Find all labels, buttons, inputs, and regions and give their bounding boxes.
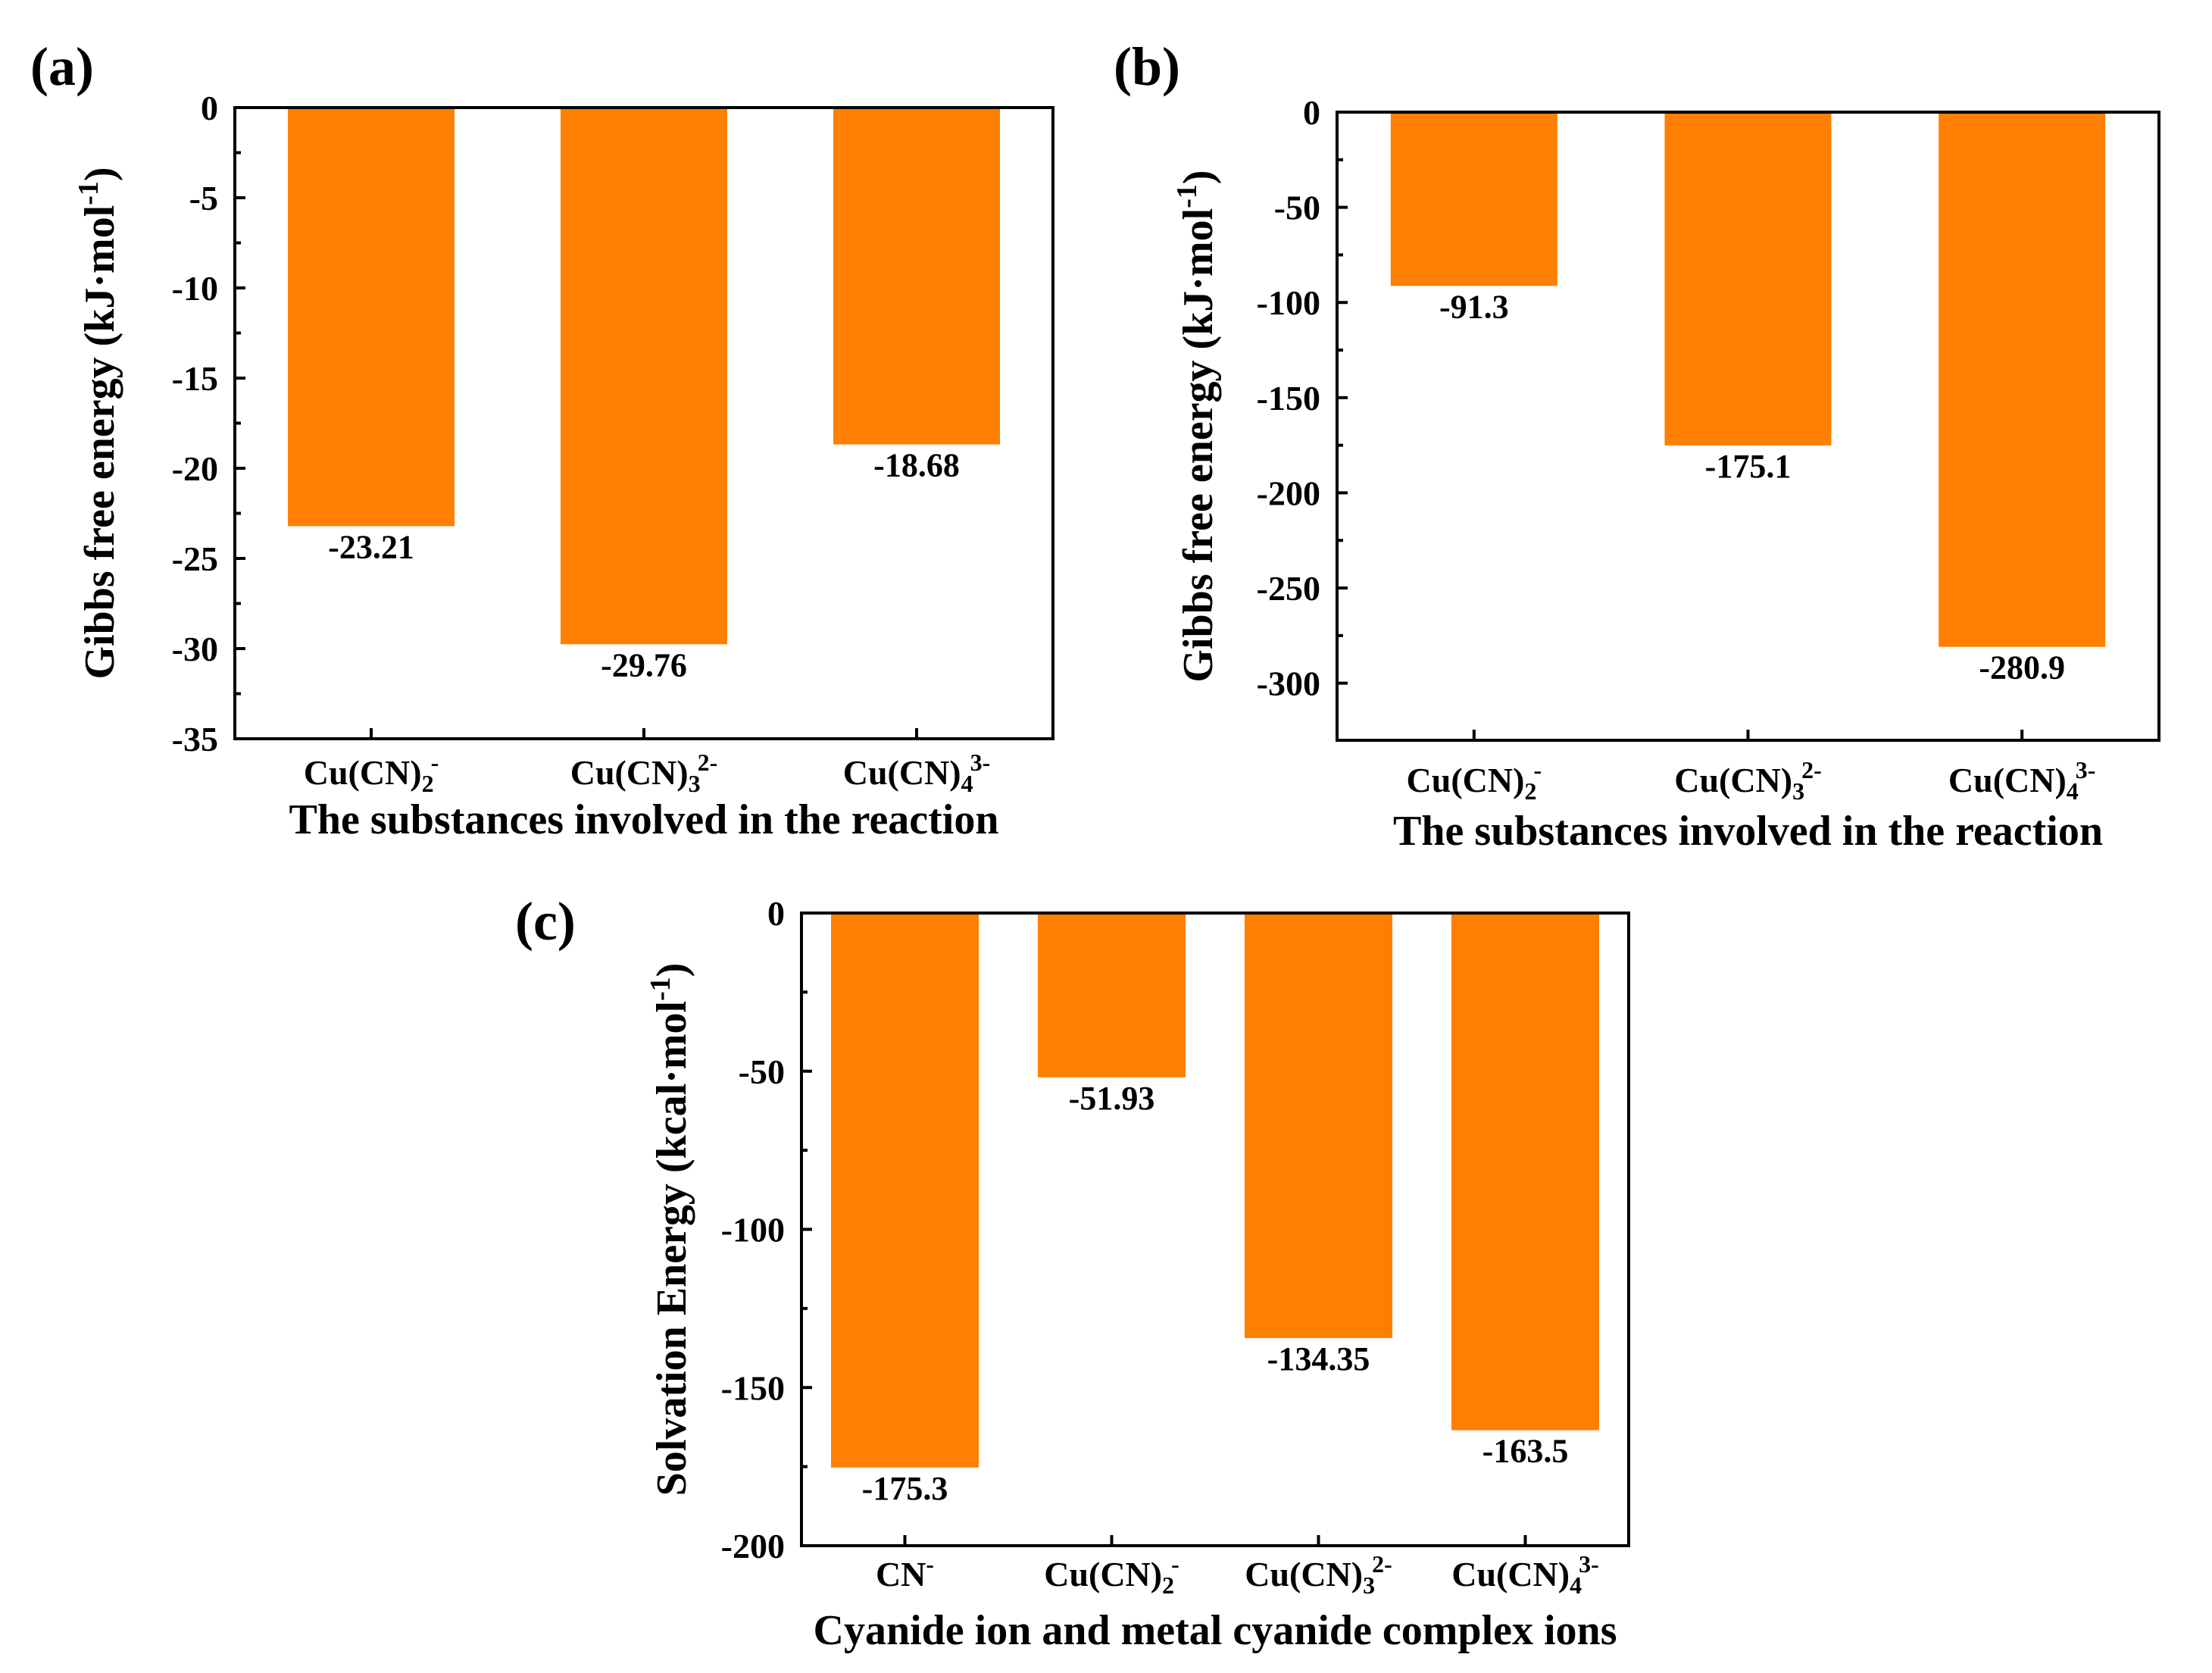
y-tick-label: -5 — [189, 179, 218, 217]
x-tick-label: Cu(CN)2- — [304, 749, 439, 796]
data-label: -18.68 — [873, 447, 960, 484]
y-tick-label: -250 — [1257, 569, 1320, 608]
x-axis-title: The substances involved in the reaction — [1393, 808, 2103, 855]
plot-frame — [1336, 111, 2160, 742]
bar — [833, 108, 1000, 445]
y-tick-label: 0 — [201, 89, 218, 127]
data-label: -175.1 — [1705, 448, 1792, 485]
x-tick-label: Cu(CN)32- — [1245, 1550, 1392, 1598]
panel-label: (b) — [1114, 36, 1180, 97]
bar — [288, 108, 455, 527]
bar — [1245, 913, 1392, 1338]
x-tick-label: CN- — [876, 1550, 934, 1593]
bar — [1390, 112, 1557, 286]
chart-panel-b: (b) -91.3 Cu(CN)2- -175.1 Cu(CN)32- -280.9 Cu(… — [1114, 36, 2160, 855]
data-label: -29.76 — [601, 646, 687, 683]
panel-label: (a) — [30, 36, 94, 97]
y-tick-label: 0 — [1303, 93, 1320, 132]
x-tick-label: Cu(CN)2- — [1407, 756, 1542, 804]
y-tick-label: -150 — [1257, 379, 1320, 417]
y-tick-label: 0 — [767, 894, 785, 933]
data-label: -134.35 — [1267, 1340, 1370, 1377]
bar — [1939, 112, 2106, 647]
chart-panel-a: (a) -23.21 Cu(CN)2- -29.76 Cu(CN)32- -18.68 Cu… — [30, 36, 1054, 843]
y-tick-label: -15 — [172, 359, 218, 398]
x-tick-label: Cu(CN)43- — [843, 749, 991, 796]
y-tick-label: -25 — [172, 539, 218, 578]
x-tick-label: Cu(CN)43- — [1451, 1550, 1599, 1598]
y-axis-title: Gibbs free energy (kJ·mol-1) — [1171, 170, 1222, 682]
data-label: -280.9 — [1979, 649, 2065, 686]
x-tick-label: Cu(CN)43- — [1948, 756, 2096, 804]
data-label: -175.3 — [862, 1470, 948, 1507]
x-tick-label: Cu(CN)32- — [1674, 756, 1822, 804]
bar — [831, 913, 979, 1468]
bar — [1451, 913, 1599, 1431]
x-tick-label: Cu(CN)2- — [1044, 1550, 1179, 1598]
y-tick-label: -10 — [172, 269, 218, 308]
y-tick-label: -300 — [1257, 665, 1320, 703]
data-label: -91.3 — [1439, 288, 1509, 325]
panel-label: (c) — [515, 891, 576, 952]
y-tick-label: -20 — [172, 449, 218, 488]
x-axis-title: The substances involved in the reaction — [289, 796, 998, 843]
x-axis-title: Cyanide ion and metal cyanide complex io… — [814, 1607, 1617, 1654]
chart-panel-c: (c) -175.3 CN- -51.93 Cu(CN)2- -134.35 Cu(CN)3… — [515, 891, 1630, 1654]
y-tick-label: -35 — [172, 720, 218, 758]
x-tick-label: Cu(CN)32- — [570, 749, 718, 796]
bar — [1038, 913, 1186, 1077]
y-axis-title: Gibbs free energy (kJ·mol-1) — [73, 167, 123, 679]
y-tick-label: -100 — [1257, 283, 1320, 322]
data-label: -163.5 — [1482, 1433, 1569, 1470]
bar — [561, 108, 727, 645]
y-tick-label: -200 — [1257, 474, 1320, 512]
y-tick-label: -50 — [1274, 189, 1320, 227]
y-tick-label: -150 — [721, 1368, 785, 1407]
data-label: -23.21 — [328, 528, 414, 565]
y-tick-label: -30 — [172, 630, 218, 668]
y-tick-label: -50 — [739, 1052, 785, 1091]
bar — [1664, 112, 1832, 446]
data-label: -51.93 — [1069, 1080, 1155, 1117]
y-axis-title: Solvation Energy (kcal·mol-1) — [645, 963, 695, 1496]
y-tick-label: -200 — [721, 1527, 785, 1565]
y-tick-label: -100 — [721, 1211, 785, 1249]
